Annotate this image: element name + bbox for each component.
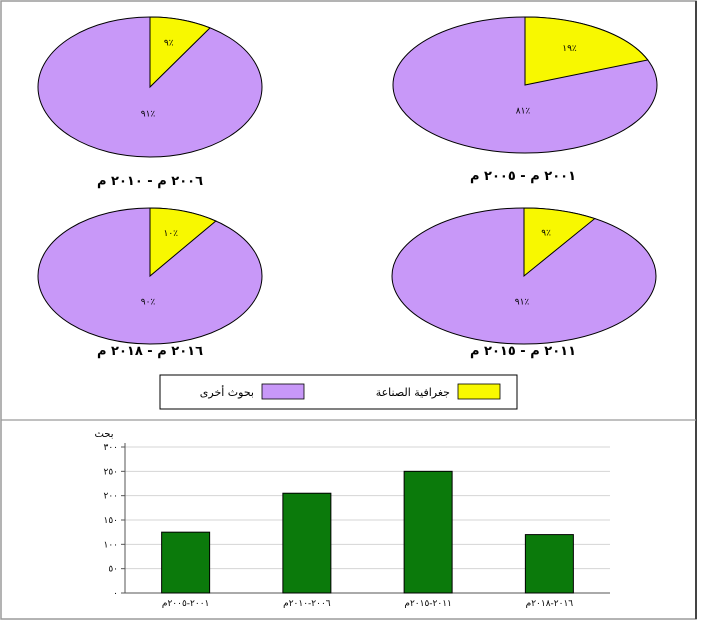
bar-y-tick-label: ١٥٠ xyxy=(103,516,118,526)
bar-y-axis-label: بحث xyxy=(94,429,113,440)
pie-value-label-industry: ٩٪ xyxy=(164,38,174,48)
bar-x-tick-label: ٢٠٠٦-٢٠١٠م xyxy=(283,599,331,609)
pie-value-label-other: ٩١٪ xyxy=(141,109,156,119)
pie-slice-industry xyxy=(149,16,211,89)
legend-box xyxy=(159,374,518,410)
bar-y-tick-label: ٢٠٠ xyxy=(103,492,118,502)
legend: جغرافية الصناعة بحوث أخرى xyxy=(159,374,518,410)
legend-label-other: بحوث أخرى xyxy=(200,385,254,399)
bar-3 xyxy=(403,470,453,594)
bar-chart: بحث ٠ ٥٠ ١٠٠ ١٥٠ ٢٠٠ ٢٥٠ ٣٠٠ ٢٠٠١-٢٠٠٥م ٢٠٠٦-٢٠١… xyxy=(94,429,610,609)
pie-slice-industry xyxy=(149,207,217,278)
bar-x-tick-label: ٢٠١٦-٢٠١٨م xyxy=(526,599,574,609)
bar-y-tick-label: ٥٠ xyxy=(108,565,118,575)
pie-title-2011-2015: ٢٠١١ م - ٢٠١٥ م xyxy=(470,344,576,359)
pie-title-2001-2005: ٢٠٠١ م - ٢٠٠٥ م xyxy=(470,169,576,184)
pie-value-label-other: ٩١٪ xyxy=(515,298,530,308)
bar-y-tick-label: ٢٥٠ xyxy=(103,467,118,477)
bar-x-tick-label: ٢٠١١-٢٠١٥م xyxy=(404,599,452,609)
bar-y-tick-label: ٠ xyxy=(113,589,118,599)
legend-swatch-industry xyxy=(457,383,501,400)
pie-2006-2010: ٩٪ ٩١٪ xyxy=(37,16,263,158)
pie-slice-industry xyxy=(523,207,596,278)
bar-y-tick-label: ١٠٠ xyxy=(103,540,118,550)
pie-2001-2005: ١٩٪ ٨١٪ xyxy=(392,16,658,154)
bar-1 xyxy=(161,531,211,594)
pie-slice-industry xyxy=(524,16,649,86)
bar-4 xyxy=(524,534,574,594)
legend-swatch-other xyxy=(261,383,305,400)
bar-y-tick-label: ٣٠٠ xyxy=(103,443,118,453)
pie-charts-group: ٩٪ ٩١٪ ١٩٪ ٨١٪ ١٠٪ ٩٠٪ ٩٪ ٩١٪ xyxy=(37,16,658,345)
bar-2 xyxy=(282,492,332,594)
pie-2011-2015: ٩٪ ٩١٪ xyxy=(391,207,657,345)
pie-value-label-industry: ٩٪ xyxy=(541,229,551,239)
pie-value-label-industry: ١٩٪ xyxy=(562,44,577,54)
legend-label-industry: جغرافية الصناعة xyxy=(376,386,450,399)
pie-title-2016-2018: ٢٠١٦ م - ٢٠١٨ م xyxy=(97,344,203,359)
pie-value-label-other: ٩٠٪ xyxy=(141,298,156,308)
pie-2016-2018: ١٠٪ ٩٠٪ xyxy=(37,207,263,345)
pie-title-2006-2010: ٢٠٠٦ م - ٢٠١٠ م xyxy=(97,174,203,189)
pie-value-label-industry: ١٠٪ xyxy=(164,229,179,239)
pie-value-label-other: ٨١٪ xyxy=(516,107,531,117)
bar-x-tick-label: ٢٠٠١-٢٠٠٥م xyxy=(162,599,210,609)
